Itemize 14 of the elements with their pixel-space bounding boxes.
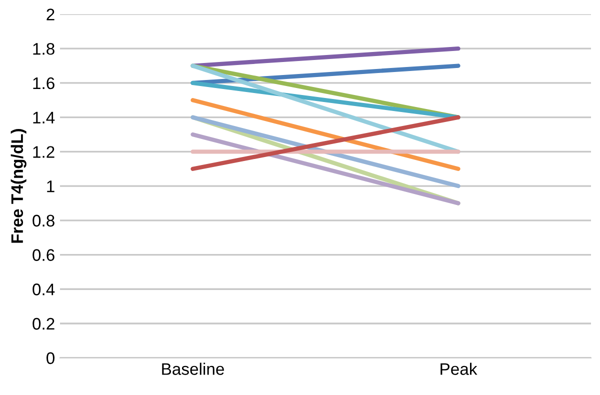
y-tick-label: 1.6: [33, 77, 54, 90]
x-tick-label: Peak: [440, 362, 478, 375]
y-tick-label: 1.2: [33, 146, 54, 158]
y-tick-label: 2: [46, 8, 54, 20]
y-tick-label: 1: [47, 180, 54, 192]
x-tick-label: Baseline: [162, 362, 224, 375]
y-tick-label: 0.8: [32, 214, 54, 227]
y-axis-title: Free T4(ng/dL): [10, 129, 26, 243]
y-tick-label: 0.6: [32, 249, 54, 261]
y-tick-label: 0.2: [32, 318, 54, 330]
y-tick-label: 0: [46, 352, 54, 364]
y-tick-label: 0.4: [32, 284, 55, 296]
y-tick-label: 1.8: [33, 42, 54, 55]
y-tick-label: 1.4: [33, 112, 55, 124]
